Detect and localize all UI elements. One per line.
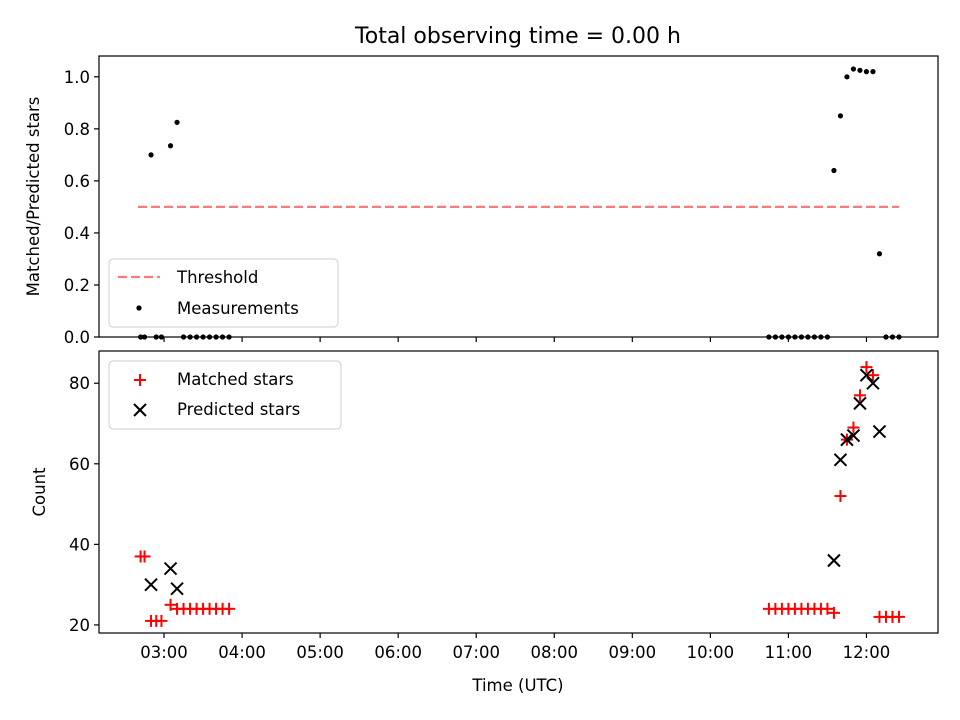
bottom-legend-box [108, 360, 342, 430]
legend-measurements-swatch [136, 305, 142, 311]
measurement-point [844, 74, 850, 80]
matched-star-point [827, 606, 840, 619]
y-tick-label: 0.4 [64, 224, 90, 243]
matched-star-point [155, 614, 168, 627]
top-x-axis [163, 337, 868, 342]
bottom-y-axis: 20 40 60 80 [69, 374, 99, 635]
x-tick-label: 09:00 [609, 643, 657, 662]
x-tick-label: 05:00 [296, 643, 344, 662]
top-y-axis-label: Matched/Predicted stars [24, 97, 43, 297]
top-y-axis: 0.0 0.2 0.4 0.6 0.8 1.0 [64, 68, 99, 347]
y-tick-label: 0.6 [64, 172, 90, 191]
bottom-x-axis: 03:00 04:00 05:00 06:00 07:00 08:00 09:00 10:00… [140, 633, 890, 662]
y-tick-label: 40 [69, 535, 90, 554]
x-tick-label: 04:00 [218, 643, 266, 662]
legend-matched-label: Matched stars [177, 370, 294, 389]
predicted-star-point [846, 428, 861, 443]
matched-star-point [853, 389, 866, 402]
chart-title: Total observing time = 0.00 h [354, 24, 681, 49]
measurement-point [870, 69, 876, 75]
matched-star-point [860, 361, 873, 374]
matched-star-point [223, 602, 236, 615]
y-tick-label: 0.8 [64, 120, 90, 139]
measurement-point [831, 167, 837, 174]
bottom-y-axis-label: Count [30, 467, 49, 517]
measurement-point [148, 152, 154, 158]
matched-star-point [138, 550, 151, 563]
measurement-point [876, 251, 883, 257]
legend-predicted-swatch [133, 403, 147, 417]
measurement-point [863, 69, 870, 75]
measurement-point [174, 119, 180, 125]
matched-star-point [847, 421, 860, 434]
y-tick-label: 20 [69, 616, 90, 635]
predicted-star-point [853, 396, 867, 411]
predicted-star-point [827, 553, 841, 568]
predicted-star-point [872, 424, 887, 439]
predicted-star-point [866, 376, 880, 390]
predicted-star-point [840, 432, 854, 447]
legend-matched-swatch [134, 374, 146, 386]
bottom-axes-frame [98, 350, 939, 634]
y-tick-label: 60 [69, 455, 90, 474]
x-tick-label: 12:00 [843, 643, 891, 662]
x-tick-label: 08:00 [530, 643, 578, 662]
x-tick-label: 11:00 [765, 643, 813, 662]
bottom-plot-area [134, 361, 905, 627]
legend-predicted-label: Predicted stars [177, 400, 300, 419]
y-tick-label: 0.0 [64, 328, 90, 347]
x-axis-label: Time (UTC) [471, 676, 563, 695]
matched-star-point [164, 598, 177, 611]
measurement-point [167, 143, 174, 149]
x-tick-label: 10:00 [687, 643, 735, 662]
predicted-star-point [144, 577, 158, 592]
matched-star-point [834, 490, 847, 503]
measurement-point [837, 113, 844, 119]
measurement-point [857, 67, 863, 73]
y-tick-label: 1.0 [64, 68, 90, 87]
legend-measurements-label: Measurements [177, 299, 299, 318]
matched-star-point [866, 369, 879, 382]
y-tick-label: 80 [69, 374, 90, 393]
bottom-legend: Matched stars Predicted stars [108, 360, 342, 430]
measurement-point [850, 66, 857, 72]
top-panel: 0.0 0.2 0.4 0.6 0.8 1.0 Matched/Predicted sta… [24, 55, 939, 347]
top-legend: Threshold Measurements [108, 258, 339, 328]
matched-star-point [821, 602, 834, 615]
predicted-star-point [170, 581, 184, 596]
x-tick-label: 07:00 [452, 643, 500, 662]
matched-star-point [892, 610, 905, 623]
x-tick-label: 06:00 [374, 643, 422, 662]
y-tick-label: 0.2 [64, 276, 90, 295]
top-legend-box [108, 258, 339, 328]
top-axes-frame [98, 55, 939, 338]
predicted-star-point [859, 368, 874, 382]
legend-threshold-label: Threshold [176, 268, 258, 287]
predicted-star-point [163, 561, 178, 576]
predicted-star-point [833, 453, 848, 467]
x-tick-label: 03:00 [140, 643, 188, 662]
